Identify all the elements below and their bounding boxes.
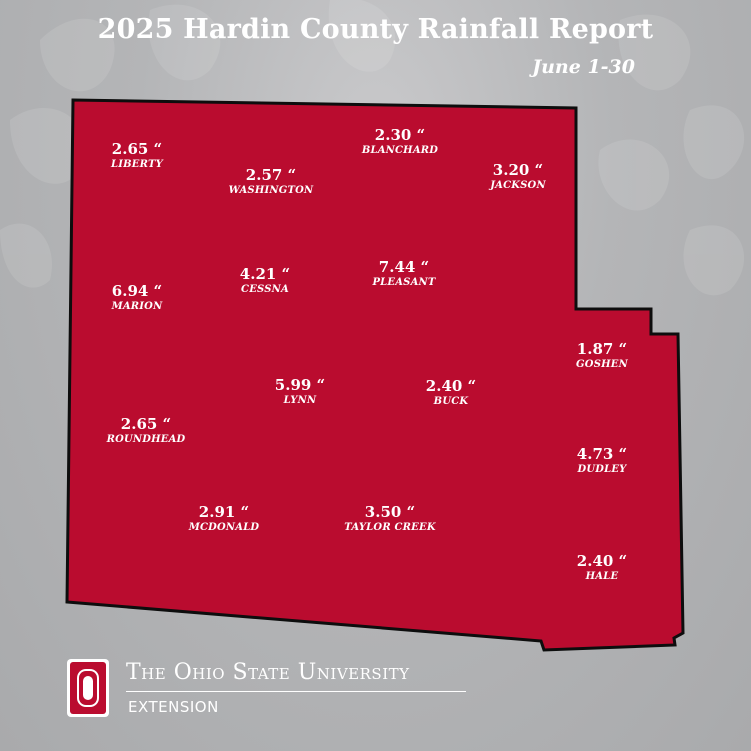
township-name: HALE — [585, 571, 619, 582]
township-washington: 2.57 “ WASHINGTON — [229, 167, 314, 197]
rainfall-value: 1.87 “ — [576, 340, 628, 358]
township-name: LIBERTY — [111, 159, 163, 170]
township-marion: 6.94 “ MARION — [112, 283, 163, 313]
township-dudley: 4.73 “ DUDLEY — [577, 446, 627, 476]
footer-divider — [126, 691, 466, 692]
township-name: CESSNA — [241, 284, 289, 295]
township-name: LYNN — [283, 395, 317, 406]
township-pleasant: 7.44 “ PLEASANT — [372, 259, 435, 289]
page-subtitle: June 1-30 — [532, 56, 635, 78]
extension-label: EXTENSION — [128, 698, 219, 716]
rainfall-value: 2.57 “ — [245, 166, 297, 184]
rainfall-value: 5.99 “ — [274, 376, 326, 394]
university-name: The Ohio State University — [126, 660, 410, 685]
township-name: WASHINGTON — [228, 185, 314, 196]
footer-branding: O The Ohio State University EXTENSION — [66, 658, 486, 720]
township-blanchard: 2.30 “ BLANCHARD — [362, 127, 438, 157]
rainfall-value: 4.21 “ — [239, 265, 291, 283]
township-name: PLEASANT — [372, 277, 436, 288]
township-name: JACKSON — [490, 180, 546, 191]
township-name: BUCK — [433, 396, 469, 407]
township-name: GOSHEN — [576, 359, 628, 370]
township-goshen: 1.87 “ GOSHEN — [576, 341, 628, 371]
township-buck: 2.40 “ BUCK — [426, 378, 476, 408]
rainfall-value: 2.40 “ — [576, 552, 628, 570]
township-name: ROUNDHEAD — [106, 434, 186, 445]
township-taylor-creek: 3.50 “ TAYLOR CREEK — [344, 504, 435, 534]
township-hale: 2.40 “ HALE — [577, 553, 627, 583]
rainfall-value: 4.73 “ — [576, 445, 628, 463]
rainfall-value: 2.65 “ — [120, 415, 172, 433]
rainfall-value: 3.50 “ — [364, 503, 416, 521]
county-outline — [65, 98, 685, 652]
township-lynn: 5.99 “ LYNN — [275, 377, 325, 407]
rainfall-value: 3.20 “ — [492, 161, 544, 179]
rainfall-value: 7.44 “ — [378, 258, 430, 276]
page-title: 2025 Hardin County Rainfall Report — [97, 14, 654, 45]
osu-block-o-logo: O — [67, 659, 109, 717]
township-roundhead: 2.65 “ ROUNDHEAD — [107, 416, 186, 446]
rainfall-value: 2.91 “ — [198, 503, 250, 521]
township-mcdonald: 2.91 “ MCDONALD — [189, 504, 260, 534]
township-cessna: 4.21 “ CESSNA — [240, 266, 290, 296]
rainfall-value: 6.94 “ — [111, 282, 163, 300]
rainfall-value: 2.65 “ — [111, 140, 163, 158]
township-name: BLANCHARD — [361, 145, 439, 156]
township-name: DUDLEY — [577, 464, 627, 475]
township-name: MCDONALD — [188, 522, 260, 533]
township-name: MARION — [111, 301, 163, 312]
township-liberty: 2.65 “ LIBERTY — [111, 141, 163, 171]
township-name: TAYLOR CREEK — [344, 522, 436, 533]
rainfall-value: 2.40 “ — [425, 377, 477, 395]
rainfall-value: 2.30 “ — [374, 126, 426, 144]
township-jackson: 3.20 “ JACKSON — [490, 162, 546, 192]
